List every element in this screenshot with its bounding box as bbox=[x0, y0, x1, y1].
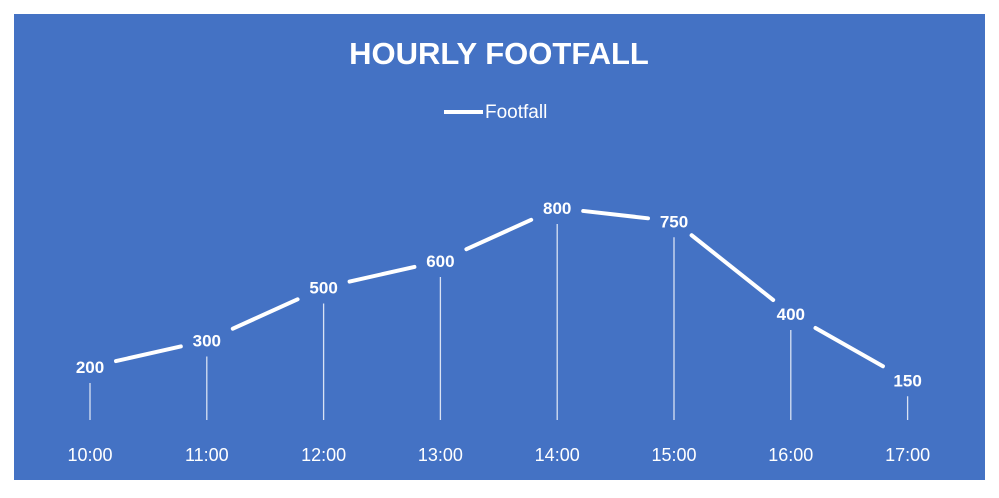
x-axis-tick-labels: 10:00 11:00 12:00 13:00 14:00 15:00 16:00 17:00 bbox=[67, 445, 930, 465]
series-line-segment bbox=[689, 233, 776, 302]
series-line-group bbox=[114, 208, 885, 369]
x-tick-label: 14:00 bbox=[535, 445, 580, 465]
x-tick-label: 12:00 bbox=[301, 445, 346, 465]
legend: Footfall bbox=[444, 102, 547, 123]
x-tick-label: 13:00 bbox=[418, 445, 463, 465]
data-label: 200 bbox=[76, 358, 104, 377]
series-line-segment bbox=[813, 326, 885, 369]
x-tick-label: 10:00 bbox=[67, 445, 112, 465]
series-line-segment bbox=[347, 264, 417, 284]
x-tick-label: 15:00 bbox=[651, 445, 696, 465]
data-label: 500 bbox=[309, 279, 337, 298]
series-line-segment bbox=[114, 344, 183, 364]
data-label: 150 bbox=[893, 371, 921, 390]
x-tick-label: 11:00 bbox=[185, 445, 229, 465]
data-label: 600 bbox=[426, 252, 454, 271]
chart-area bbox=[14, 14, 985, 480]
data-label: 800 bbox=[543, 199, 571, 218]
data-label: 750 bbox=[660, 212, 688, 231]
series-line-segment bbox=[581, 208, 650, 221]
x-tick-label: 17:00 bbox=[885, 445, 930, 465]
data-labels: 200 300 500 600 800 750 400 150 bbox=[76, 199, 922, 390]
series-line-segment bbox=[230, 297, 300, 331]
chart-title: HOURLY FOOTFALL bbox=[349, 36, 649, 71]
x-tick-label: 16:00 bbox=[768, 445, 813, 465]
legend-label-footfall: Footfall bbox=[485, 102, 547, 123]
drop-lines bbox=[89, 224, 909, 420]
data-label: 300 bbox=[193, 332, 221, 351]
series-line-segment bbox=[464, 217, 534, 252]
data-label: 400 bbox=[777, 305, 805, 324]
